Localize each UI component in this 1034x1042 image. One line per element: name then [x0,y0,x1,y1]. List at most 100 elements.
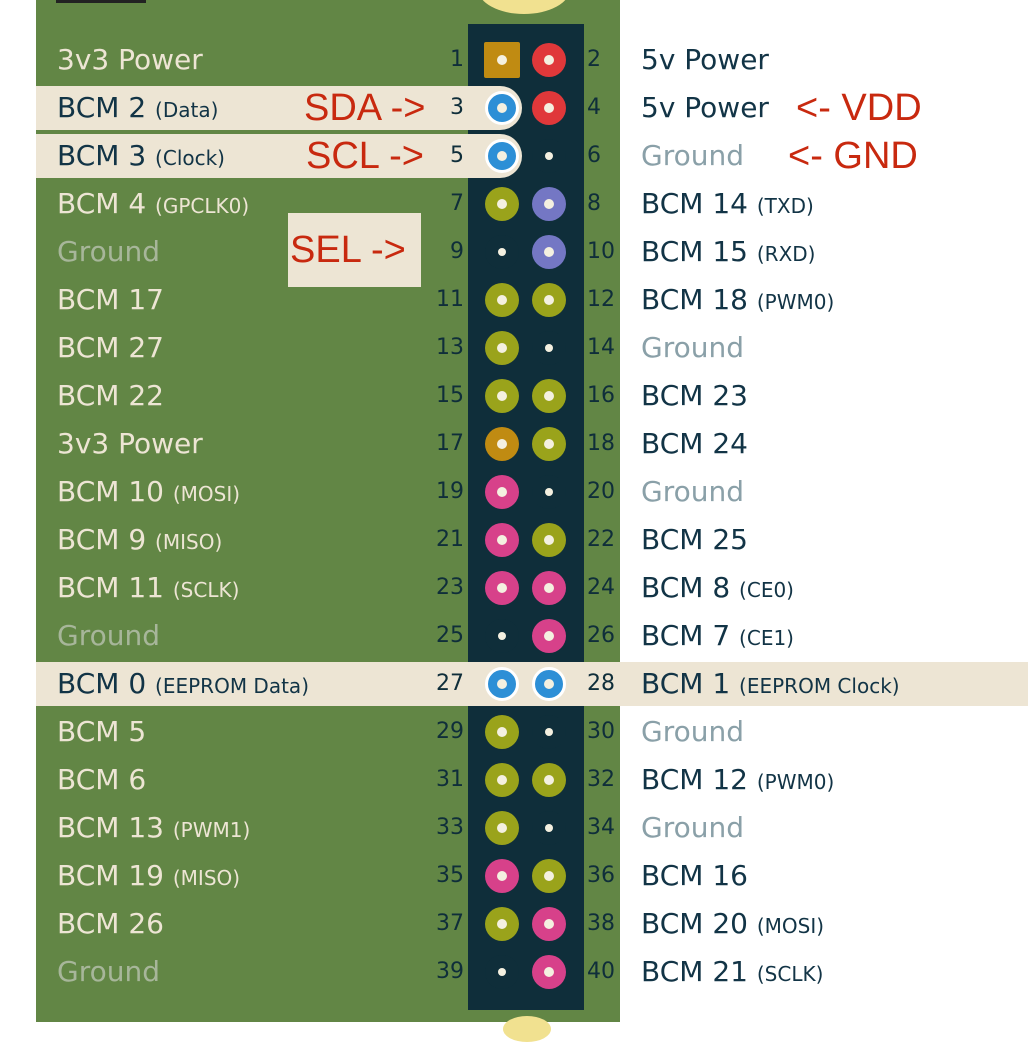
pin-38-spi [532,907,566,941]
right-pin-label: Ground [641,132,744,180]
pin-dot [544,679,554,689]
right-pin-label: BCM 21 (SCLK) [641,948,823,996]
left-pin-name: BCM 27 [57,331,164,364]
pin-29-gpio [485,715,519,749]
pin-18-gpio [532,427,566,461]
pin-dot [497,535,507,545]
pin-number: 33 [436,815,464,840]
left-pin-name: Ground [57,619,160,652]
left-pin-label: BCM 0 (EEPROM Data) [57,660,309,708]
pin-22-gpio [532,523,566,557]
right-pin-label: BCM 15 (RXD) [641,228,815,276]
left-pin-label: Ground [57,948,160,996]
pin-dot [545,728,553,736]
annotation-vdd: <- VDD [796,87,922,129]
left-pin-function: (MISO) [155,530,223,554]
pin-dot [544,391,554,401]
pin-dot [498,632,506,640]
left-pin-label: BCM 2 (Data) [57,84,218,132]
pin-number: 20 [587,479,615,504]
left-pin-label: BCM 13 (PWM1) [57,804,250,852]
pin-37-gpio [485,907,519,941]
pin-dot [544,967,554,977]
left-pin-label: BCM 27 [57,324,164,372]
pin-number: 8 [587,191,601,216]
right-pin-label: BCM 25 [641,516,748,564]
pin-dot [497,103,507,113]
right-pin-function: (RXD) [756,242,816,266]
right-pin-name: BCM 1 [641,667,731,700]
pin-26-spi [532,619,566,653]
right-pin-label: Ground [641,804,744,852]
right-pin-label: BCM 7 (CE1) [641,612,794,660]
pin-dot [544,247,554,257]
pin-row-19-20: BCM 10 (MOSI) 19 20 Ground [0,468,1034,516]
pin-dot [497,679,507,689]
left-pin-name: Ground [57,235,160,268]
pin-number: 35 [436,863,464,888]
right-pin-label: BCM 24 [641,420,748,468]
pin-17-power-3v3 [485,427,519,461]
left-pin-name: 3v3 Power [57,427,203,460]
left-pin-label: BCM 22 [57,372,164,420]
pin-dot [544,775,554,785]
pin-number: 32 [587,767,615,792]
pin-number: 23 [436,575,464,600]
pin-dot [545,824,553,832]
pin-number: 40 [587,959,615,984]
right-pin-name: BCM 24 [641,427,748,460]
pin-number: 15 [436,383,464,408]
pin-21-spi [485,523,519,557]
left-pin-name: BCM 5 [57,715,147,748]
pin-row-33-34: BCM 13 (PWM1) 33 34 Ground [0,804,1034,852]
right-pin-label: 5v Power [641,36,769,84]
pin-dot [544,199,554,209]
pin-number: 25 [436,623,464,648]
pin-number: 11 [436,287,464,312]
pin-number: 6 [587,143,601,168]
pin-dot [544,103,554,113]
pin-number: 1 [450,47,464,72]
pin-19-spi [485,475,519,509]
pin-number: 38 [587,911,615,936]
right-pin-name: BCM 23 [641,379,748,412]
right-pin-name: Ground [641,331,744,364]
left-pin-name: BCM 13 [57,811,164,844]
right-pin-label: 5v Power [641,84,769,132]
left-pin-label: Ground [57,612,160,660]
pin-dot [544,55,554,65]
row-highlight [36,86,522,130]
left-pin-label: BCM 19 (MISO) [57,852,240,900]
left-pin-name: Ground [57,955,160,988]
pin-1-power-3v3 [484,42,520,78]
pin-20-ground [532,475,566,509]
pin-number: 12 [587,287,615,312]
pin-dot [544,583,554,593]
pin-27-i2c [485,667,519,701]
pin-dot [545,152,553,160]
left-pin-function: (GPCLK0) [155,194,250,218]
pin-number: 30 [587,719,615,744]
pin-number: 5 [450,143,464,168]
pin-15-gpio [485,379,519,413]
pin-dot [545,344,553,352]
pin-dot [544,871,554,881]
pin-row-13-14: BCM 27 13 14 Ground [0,324,1034,372]
pin-24-spi [532,571,566,605]
pin-row-3-4: BCM 2 (Data) 3 4 5v Power [0,84,1034,132]
annotation-sel: SEL -> [290,229,406,271]
left-pin-name: BCM 0 [57,667,147,700]
right-pin-name: BCM 18 [641,283,748,316]
right-pin-name: Ground [641,811,744,844]
pin-row-21-22: BCM 9 (MISO) 21 22 BCM 25 [0,516,1034,564]
left-pin-function: (SCLK) [172,578,240,602]
right-pin-label: BCM 8 (CE0) [641,564,794,612]
pin-number: 4 [587,95,601,120]
pin-number: 19 [436,479,464,504]
pin-dot [544,295,554,305]
pin-5-i2c [485,139,519,173]
pin-dot [497,727,507,737]
mounting-hole-bottom [503,1016,551,1042]
right-pin-function: (TXD) [756,194,814,218]
pin-number: 7 [450,191,464,216]
